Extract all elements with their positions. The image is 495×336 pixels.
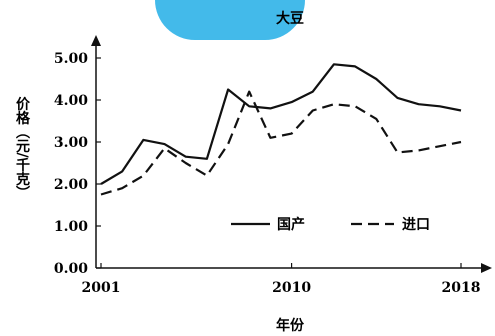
y-tick-label: 0.00 [54, 261, 88, 277]
x-tick-label: 2018 [442, 280, 481, 296]
y-tick-group: 0.00 1.00 2.00 3.00 4.00 5.00 [54, 51, 101, 277]
y-tick-label: 2.00 [54, 177, 88, 193]
x-tick-label: 2010 [272, 280, 311, 296]
x-axis-label: 年份 [276, 317, 305, 334]
x-axis-arrow-icon [481, 263, 492, 273]
legend-label: 进口 [402, 217, 430, 233]
chart-title: 大豆 [276, 10, 304, 27]
y-axis-label: 价格（元/千克） [14, 96, 31, 199]
brand-watermark [155, 0, 305, 40]
x-tick-group: 2001 2010 2018 [82, 263, 481, 296]
series-line-domestic [100, 63, 462, 185]
y-tick-label: 1.00 [54, 219, 88, 235]
series-line-import [100, 90, 462, 196]
y-tick-label: 3.00 [54, 135, 88, 151]
x-tick-label: 2001 [82, 280, 121, 296]
legend-label: 国产 [277, 216, 305, 233]
y-axis-arrow-icon [91, 35, 101, 46]
legend: 国产 进口 [231, 216, 430, 233]
series-group [100, 63, 462, 196]
y-tick-label: 4.00 [54, 93, 88, 109]
y-tick-label: 5.00 [54, 51, 88, 67]
